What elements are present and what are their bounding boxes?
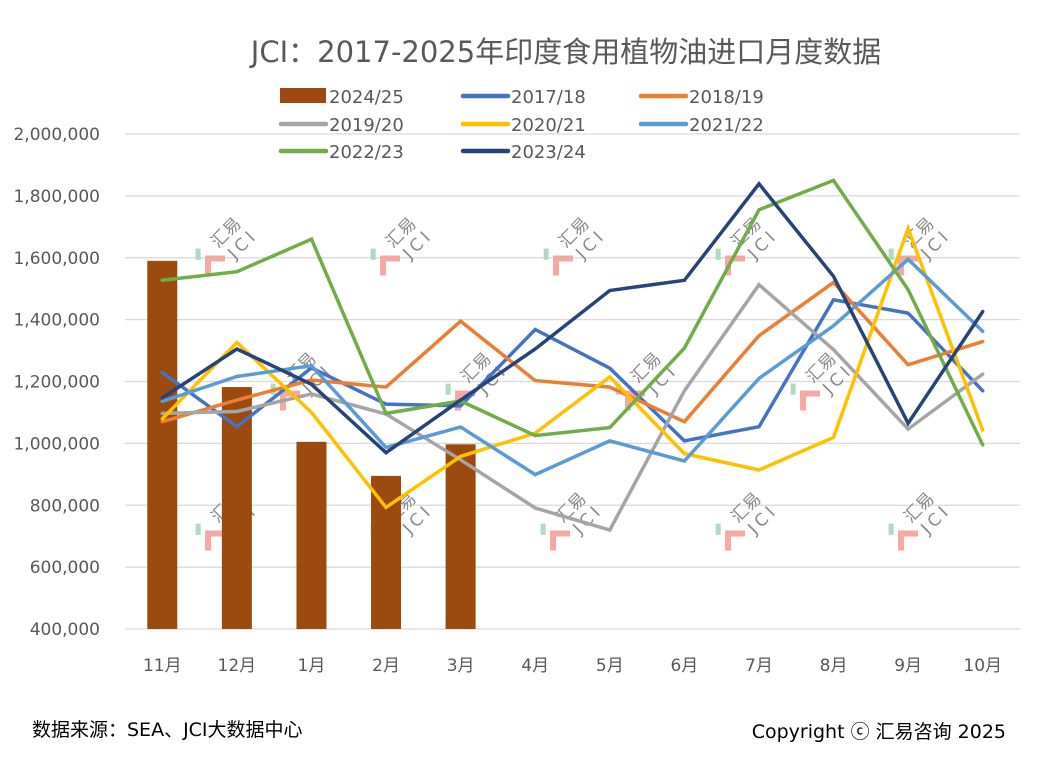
watermark-green-mark — [195, 523, 201, 535]
bar-2024-25 — [147, 260, 178, 629]
legend-label: 2020/21 — [511, 115, 586, 136]
watermark-green-mark — [445, 383, 451, 395]
legend-label: 2019/20 — [329, 115, 404, 136]
watermark-green-mark — [715, 523, 721, 535]
x-tick-label: 10月 — [963, 656, 1002, 676]
x-tick-label: 4月 — [521, 656, 549, 676]
y-tick-label: 1,400,000 — [13, 311, 100, 331]
legend: 2024/25 2017/18 2018/19 2019/20 2020/21 2021/… — [278, 87, 764, 163]
bar-2024-25 — [296, 441, 327, 629]
line-series — [160, 178, 985, 533]
legend-label: 2017/18 — [511, 87, 586, 108]
watermark-red-mark — [553, 255, 573, 276]
bar-2024-25 — [445, 444, 476, 629]
watermark-green-mark — [888, 248, 894, 260]
watermark-green-mark — [543, 248, 549, 260]
watermark-red-mark — [205, 255, 225, 276]
legend-item: 2017/18 — [460, 87, 586, 108]
watermark-green-mark — [540, 523, 546, 535]
bar-2024-25 — [221, 387, 252, 629]
y-tick-label: 400,000 — [30, 620, 100, 640]
copyright-note: Copyright ⓒ 汇易咨询 2025 — [752, 721, 1006, 743]
legend-swatch — [280, 88, 326, 103]
chart-title: JCI：2017-2025年印度食用植物油进口月度数据 — [249, 35, 881, 69]
legend-label: 2022/23 — [329, 142, 404, 163]
watermark-red-mark — [800, 390, 820, 411]
x-tick-label: 11月 — [143, 656, 182, 676]
legend-item: 2021/22 — [638, 115, 764, 136]
y-tick-label: 600,000 — [30, 558, 100, 578]
x-tick-label: 8月 — [820, 656, 848, 676]
line-2020-21 — [160, 223, 985, 510]
x-axis: 11月 12月 1月 2月 3月 4月 5月 6月 7月 8月 9月 10月 — [143, 656, 1002, 676]
line-2023-24 — [160, 180, 985, 455]
source-note: 数据来源：SEA、JCI大数据中心 — [32, 719, 303, 741]
watermark-green-mark — [888, 523, 894, 535]
x-tick-label: 6月 — [670, 656, 698, 676]
x-tick-label: 2月 — [372, 656, 400, 676]
legend-label: 2024/25 — [329, 87, 404, 108]
y-tick-label: 1,200,000 — [13, 373, 100, 393]
y-tick-label: 1,800,000 — [13, 187, 100, 207]
legend-label: 2018/19 — [689, 87, 764, 108]
legend-label: 2023/24 — [511, 142, 586, 163]
watermark-green-mark — [715, 248, 721, 260]
x-tick-label: 5月 — [596, 656, 624, 676]
legend-item: 2019/20 — [278, 115, 404, 136]
legend-item: 2020/21 — [460, 115, 586, 136]
watermark-red-mark — [550, 530, 570, 551]
watermark-red-mark — [898, 255, 918, 276]
watermark-red-mark — [205, 530, 225, 551]
legend-label: 2021/22 — [689, 115, 764, 136]
watermark-green-mark — [195, 248, 201, 260]
x-tick-label: 7月 — [745, 656, 773, 676]
watermark-red-mark — [725, 530, 745, 551]
y-tick-label: 1,600,000 — [13, 249, 100, 269]
y-tick-label: 1,000,000 — [13, 434, 100, 454]
x-tick-label: 12月 — [218, 656, 257, 676]
line-2022-23 — [160, 178, 985, 447]
legend-item: 2018/19 — [638, 87, 764, 108]
y-axis: 400,000 600,000 800,000 1,000,000 1,200,000 1… — [13, 125, 100, 640]
line-2018-19 — [160, 280, 985, 424]
y-tick-label: 800,000 — [30, 496, 100, 516]
x-tick-label: 1月 — [298, 656, 326, 676]
legend-item: 2022/23 — [278, 142, 404, 163]
legend-item: 2023/24 — [460, 142, 586, 163]
watermark-green-mark — [790, 383, 796, 395]
line-2021-22 — [160, 256, 985, 477]
watermark-red-mark — [280, 390, 300, 411]
watermark-red-mark — [380, 255, 400, 276]
watermark-red-mark — [898, 530, 918, 551]
y-tick-label: 2,000,000 — [13, 125, 100, 145]
bar-series — [147, 260, 476, 629]
watermark-green-mark — [370, 248, 376, 260]
line-2019-20 — [160, 282, 985, 533]
x-tick-label: 9月 — [894, 656, 922, 676]
legend-item: 2024/25 — [280, 87, 404, 108]
x-tick-label: 3月 — [447, 656, 475, 676]
